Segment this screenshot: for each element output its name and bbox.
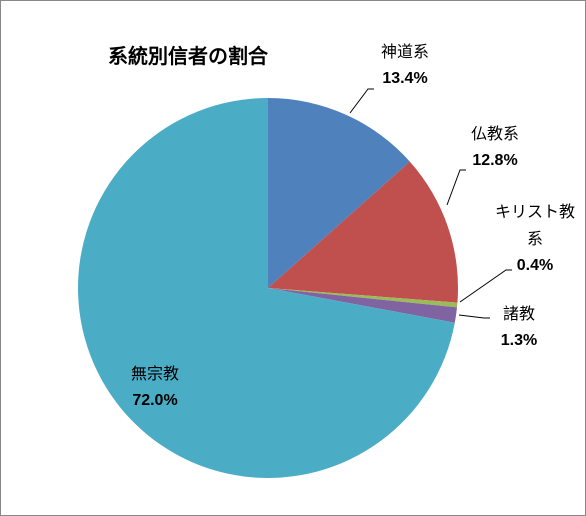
chart-title: 系統別信者の割合 (108, 44, 268, 68)
value-label: 12.8% (472, 152, 518, 169)
data-label: 仏教系 12.8% (450, 120, 540, 174)
leader-line (459, 269, 512, 303)
leader-lines (349, 88, 512, 319)
pie-slice (78, 98, 455, 478)
value-label: 13.4% (382, 70, 428, 87)
category-label: キリスト教系 (494, 202, 575, 248)
pie-slice (268, 288, 458, 323)
pie-slice (268, 98, 410, 288)
leader-line (349, 88, 374, 114)
category-label: 諸教 (502, 304, 535, 323)
value-label: 1.3% (500, 332, 538, 349)
data-label: 神道系 13.4% (360, 38, 450, 92)
data-label: キリスト教系 0.4% (488, 198, 582, 279)
value-label: 0.4% (516, 257, 554, 274)
pie-slice (268, 161, 458, 303)
leader-line (446, 169, 466, 206)
value-label: 72.0% (132, 392, 178, 409)
data-label: 無宗教 72.0% (110, 360, 200, 414)
leader-line (458, 314, 490, 319)
data-label: 諸教 1.3% (484, 300, 554, 354)
pie-slice (268, 288, 458, 308)
category-label: 無宗教 (130, 364, 179, 383)
category-label: 仏教系 (470, 124, 519, 143)
category-label: 神道系 (380, 42, 429, 61)
